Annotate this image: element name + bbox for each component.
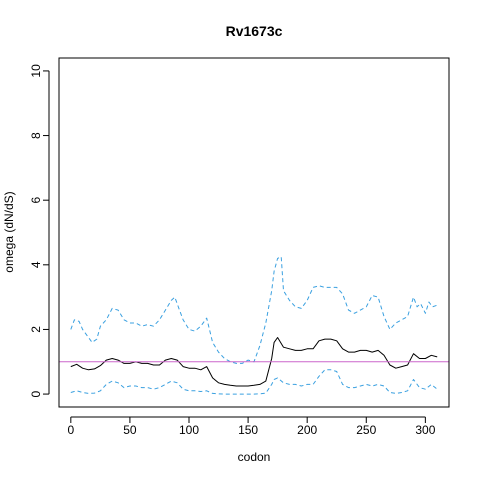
y-tick-label: 8 — [29, 132, 43, 139]
omega-line — [70, 337, 438, 387]
x-tick-label: 300 — [415, 423, 435, 437]
axes-layer: 0 50 100 150 200 250 300 0 2 4 6 8 10 — [29, 64, 436, 437]
y-tick-label: 2 — [29, 326, 43, 333]
x-tick-label: 250 — [356, 423, 376, 437]
x-axis-label: codon — [238, 450, 271, 464]
x-tick-label: 100 — [179, 423, 199, 437]
y-tick-label: 10 — [29, 64, 43, 78]
x-tick-label: 200 — [297, 423, 317, 437]
series-layer — [70, 256, 438, 395]
plot-frame — [58, 57, 450, 408]
x-tick-label: 50 — [123, 423, 137, 437]
y-tick-label: 4 — [29, 261, 43, 268]
lower-ci-line — [70, 369, 438, 395]
chart-title: Rv1673c — [226, 23, 283, 39]
x-tick-label: 0 — [67, 423, 74, 437]
y-axis-label: omega (dN/dS) — [2, 191, 16, 272]
y-tick-label: 0 — [29, 390, 43, 397]
x-tick-label: 150 — [238, 423, 258, 437]
y-tick-label: 6 — [29, 197, 43, 204]
upper-ci-line — [70, 256, 438, 364]
